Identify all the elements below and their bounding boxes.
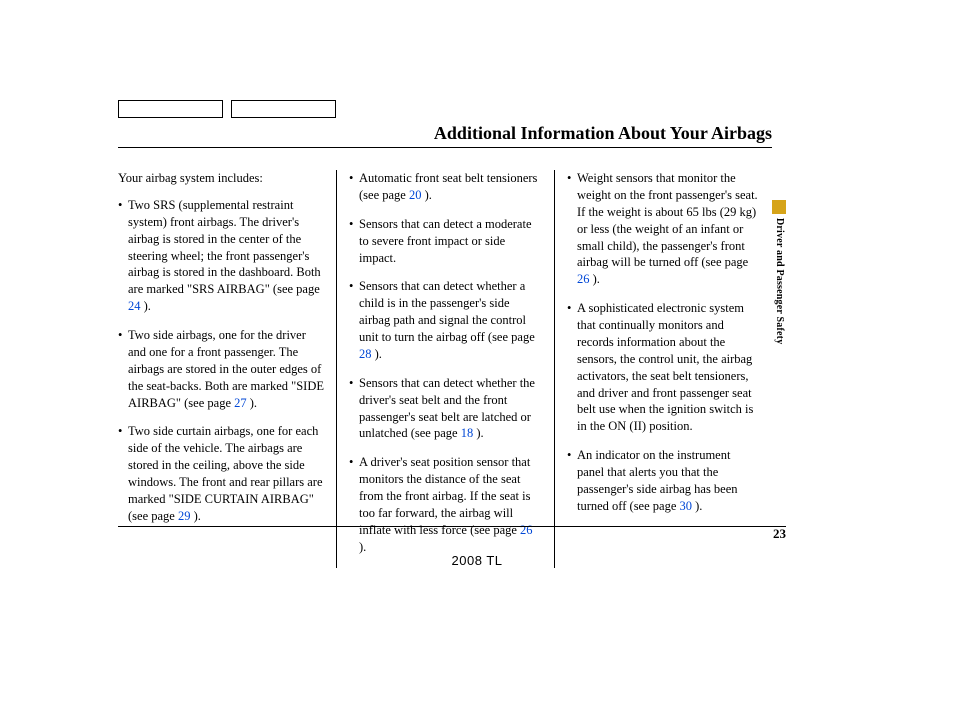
list-item: An indicator on the instrument panel tha… (567, 447, 760, 515)
list-item: Two side curtain airbags, one for each s… (118, 423, 324, 524)
page-link[interactable]: 27 (234, 396, 247, 410)
item-text-post: ). (421, 188, 431, 202)
document-page: Additional Information About Your Airbag… (0, 0, 954, 710)
item-text-post: ). (590, 272, 600, 286)
bullet-list-3: Weight sensors that monitor the weight o… (567, 170, 760, 515)
item-text-post: ). (692, 499, 702, 513)
list-item: Sensors that can detect whether a child … (349, 278, 542, 362)
list-item: Automatic front seat belt tensioners (se… (349, 170, 542, 204)
page-link[interactable]: 28 (359, 347, 372, 361)
title-rule (118, 147, 772, 148)
item-text: Weight sensors that monitor the weight o… (577, 171, 758, 269)
intro-text: Your airbag system includes: (118, 170, 324, 187)
list-item: Two SRS (supplemental restraint system) … (118, 197, 324, 315)
item-text: Automatic front seat belt tensioners (se… (359, 171, 537, 202)
page-link[interactable]: 29 (178, 509, 191, 523)
column-3: Weight sensors that monitor the weight o… (554, 170, 772, 568)
page-link[interactable]: 18 (461, 426, 474, 440)
content-columns: Your airbag system includes: Two SRS (su… (118, 170, 768, 568)
item-text: Sensors that can detect whether the driv… (359, 376, 535, 441)
bullet-list-1: Two SRS (supplemental restraint system) … (118, 197, 324, 525)
page-link[interactable]: 26 (577, 272, 590, 286)
list-item: Sensors that can detect a moderate to se… (349, 216, 542, 267)
footer-rule (118, 526, 786, 527)
item-text-post: ). (372, 347, 382, 361)
item-text: An indicator on the instrument panel tha… (577, 448, 738, 513)
item-text: Sensors that can detect a moderate to se… (359, 217, 532, 265)
placeholder-box-1 (118, 100, 223, 118)
page-link[interactable]: 24 (128, 299, 141, 313)
item-text: Sensors that can detect whether a child … (359, 279, 535, 344)
column-2: Automatic front seat belt tensioners (se… (336, 170, 554, 568)
placeholder-box-2 (231, 100, 336, 118)
top-placeholder-boxes (118, 100, 336, 118)
list-item: A driver's seat position sensor that mon… (349, 454, 542, 555)
page-title: Additional Information About Your Airbag… (434, 123, 772, 144)
list-item: Weight sensors that monitor the weight o… (567, 170, 760, 288)
item-text: Two SRS (supplemental restraint system) … (128, 198, 321, 296)
item-text-post: ). (141, 299, 151, 313)
page-link[interactable]: 30 (680, 499, 693, 513)
page-link[interactable]: 20 (409, 188, 422, 202)
list-item: Sensors that can detect whether the driv… (349, 375, 542, 443)
section-tab-label: Driver and Passenger Safety (772, 218, 786, 398)
item-text-post: ). (247, 396, 257, 410)
item-text-post: ). (473, 426, 483, 440)
item-text: Two side airbags, one for the driver and… (128, 328, 324, 410)
bullet-list-2: Automatic front seat belt tensioners (se… (349, 170, 542, 556)
footer-model: 2008 TL (0, 553, 954, 568)
page-number: 23 (773, 526, 786, 542)
item-text: Two side curtain airbags, one for each s… (128, 424, 323, 522)
section-tab-marker (772, 200, 786, 214)
item-text-post: ). (190, 509, 200, 523)
column-1: Your airbag system includes: Two SRS (su… (118, 170, 336, 568)
list-item: Two side airbags, one for the driver and… (118, 327, 324, 411)
item-text-post: ). (359, 540, 366, 554)
list-item: A sophisticated electronic system that c… (567, 300, 760, 435)
item-text: A sophisticated electronic system that c… (577, 301, 753, 433)
